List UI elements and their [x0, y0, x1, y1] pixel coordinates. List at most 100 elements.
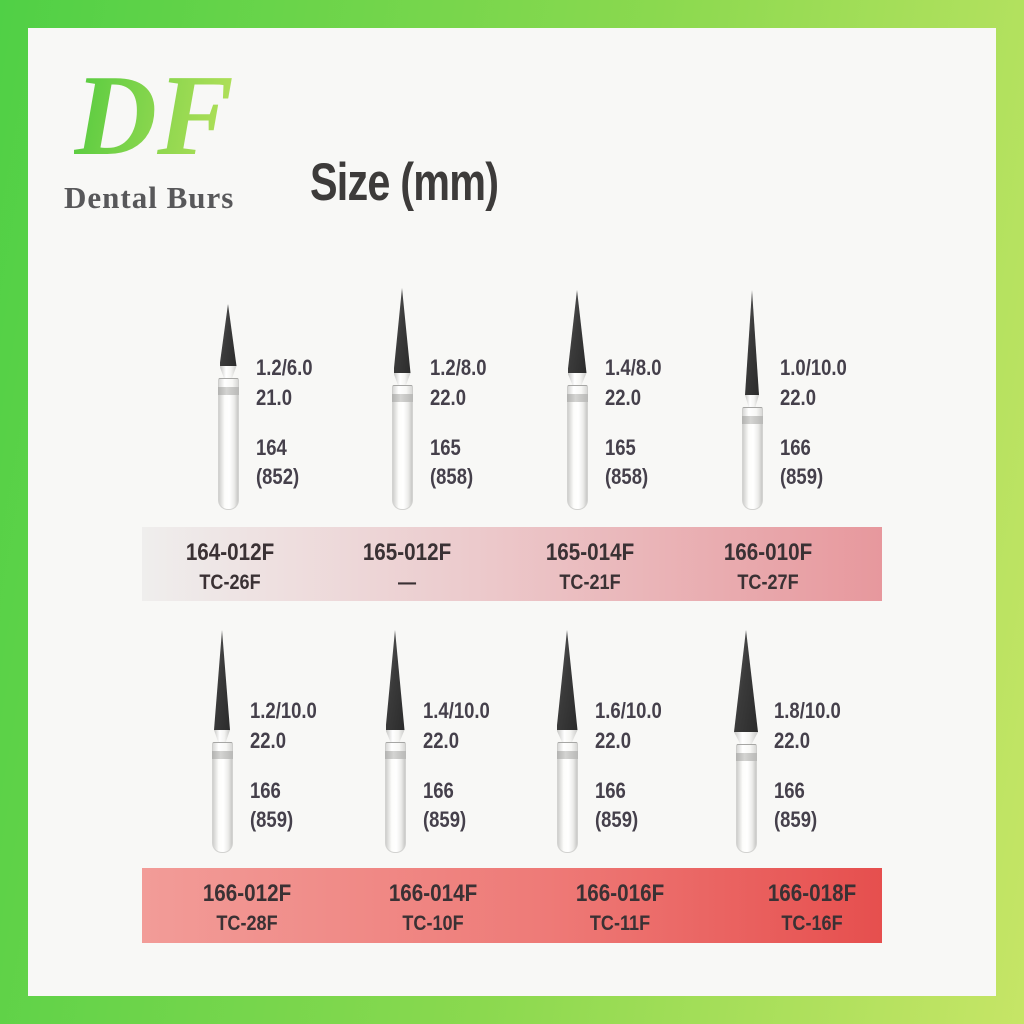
- bur-tip: [556, 630, 578, 730]
- bur-size: 1.2/6.0: [256, 355, 313, 380]
- tc-code: TC-27F: [737, 571, 799, 594]
- tc-code: TC-16F: [781, 912, 843, 935]
- bur-ring: [384, 751, 406, 759]
- bur-collar: [217, 378, 239, 387]
- code-cell: 166-018F TC-16F: [697, 868, 882, 943]
- bur-specs: 1.2/6.0 21.0 164 (852): [256, 355, 313, 490]
- product-code: 166-010F: [723, 539, 813, 566]
- bur-collar: [211, 742, 233, 751]
- tc-code: TC-26F: [199, 571, 261, 594]
- bur-size: 1.2/10.0: [250, 698, 317, 723]
- bur-neck: [734, 732, 758, 744]
- bur-tip: [214, 630, 230, 730]
- bur-shank: [211, 759, 233, 853]
- bur-tip: [219, 304, 237, 366]
- bur-collar: [566, 385, 588, 394]
- bur-specs: 1.2/8.0 22.0 165 (858): [430, 355, 487, 490]
- bur-tip: [567, 290, 587, 373]
- code-cell: 164-012F TC-26F: [142, 527, 327, 601]
- bur-illustration: [556, 630, 578, 853]
- bur-size: 1.2/8.0: [430, 355, 487, 380]
- bur-shank: [217, 395, 239, 510]
- bur-specs: 1.0/10.0 22.0 166 (859): [780, 355, 847, 490]
- bur-item: 1.8/10.0 22.0 166 (859): [697, 628, 882, 853]
- bur-size: 1.0/10.0: [780, 355, 847, 380]
- bur-ring: [211, 751, 233, 759]
- product-code: 164-012F: [185, 539, 275, 566]
- bur-tip: [734, 630, 758, 732]
- bur-neck: [556, 730, 578, 742]
- bur-collar: [391, 385, 413, 394]
- bur-length: 22.0: [430, 385, 466, 410]
- bur-size: 1.4/10.0: [423, 698, 490, 723]
- bur-iso: 165: [430, 435, 461, 460]
- brand-logo: DF: [74, 52, 234, 179]
- bur-illustration: [211, 630, 233, 853]
- code-cell: 166-014F TC-10F: [327, 868, 512, 943]
- bur-item: 1.0/10.0 22.0 166 (859): [697, 285, 882, 510]
- tc-code: TC-11F: [589, 912, 651, 935]
- bur-collar: [735, 744, 757, 753]
- bur-shank: [384, 759, 406, 853]
- bur-collar: [384, 742, 406, 751]
- bur-neck: [385, 730, 405, 742]
- bur-iso-alt: (859): [595, 807, 639, 832]
- bur-iso: 166: [423, 778, 454, 803]
- code-band-1: 164-012F TC-26F 165-012F — 165-014F TC-2…: [142, 527, 882, 601]
- bur-specs: 1.4/10.0 22.0 166 (859): [423, 698, 490, 833]
- bur-neck: [567, 373, 587, 385]
- bur-tip: [745, 290, 759, 395]
- bur-iso: 166: [595, 778, 626, 803]
- bur-iso-alt: (858): [605, 464, 649, 489]
- bur-iso-alt: (858): [430, 464, 474, 489]
- bur-tip: [393, 288, 411, 373]
- bur-illustration: [384, 630, 406, 853]
- bur-iso: 165: [605, 435, 636, 460]
- product-code: 165-014F: [545, 539, 635, 566]
- bur-illustration: [391, 288, 413, 510]
- bur-neck: [219, 366, 237, 378]
- bur-ring: [556, 751, 578, 759]
- product-code: 166-018F: [767, 880, 857, 907]
- bur-specs: 1.2/10.0 22.0 166 (859): [250, 698, 317, 833]
- bur-iso-alt: (859): [250, 807, 294, 832]
- product-code: 166-012F: [202, 880, 292, 907]
- bur-item: 1.2/8.0 22.0 165 (858): [327, 285, 512, 510]
- bur-row-1: 1.2/6.0 21.0 164 (852) 1.2/8.0 22.0: [142, 285, 882, 510]
- bur-length: 22.0: [250, 728, 286, 753]
- product-code: 165-012F: [362, 539, 452, 566]
- bur-specs: 1.4/8.0 22.0 165 (858): [605, 355, 662, 490]
- bur-item: 1.6/10.0 22.0 166 (859): [512, 628, 697, 853]
- bur-illustration: [217, 304, 239, 510]
- bur-shank: [391, 402, 413, 510]
- brand-name: Dental Burs: [64, 180, 235, 215]
- bur-tip: [385, 630, 405, 730]
- bur-shank: [735, 761, 757, 853]
- bur-length: 22.0: [780, 385, 816, 410]
- bur-iso: 166: [774, 778, 805, 803]
- bur-iso-alt: (859): [780, 464, 824, 489]
- bur-iso: 166: [250, 778, 281, 803]
- tc-code: TC-21F: [559, 571, 621, 594]
- bur-neck: [393, 373, 411, 385]
- bur-iso-alt: (859): [774, 807, 818, 832]
- bur-size: 1.8/10.0: [774, 698, 841, 723]
- bur-length: 21.0: [256, 385, 292, 410]
- bur-length: 22.0: [605, 385, 641, 410]
- bur-item: 1.2/10.0 22.0 166 (859): [142, 628, 327, 853]
- bur-illustration: [741, 290, 763, 510]
- bur-iso-alt: (852): [256, 464, 300, 489]
- bur-collar: [741, 407, 763, 416]
- code-cell: 166-012F TC-28F: [142, 868, 327, 943]
- bur-ring: [735, 753, 757, 761]
- bur-shank: [566, 402, 588, 510]
- code-cell: 166-016F TC-11F: [512, 868, 697, 943]
- code-cell: 165-012F —: [327, 527, 512, 601]
- bur-illustration: [566, 290, 588, 510]
- bur-item: 1.2/6.0 21.0 164 (852): [142, 285, 327, 510]
- bur-iso: 164: [256, 435, 287, 460]
- bur-length: 22.0: [595, 728, 631, 753]
- code-band-2: 166-012F TC-28F 166-014F TC-10F 166-016F…: [142, 868, 882, 943]
- bur-neck: [745, 395, 759, 407]
